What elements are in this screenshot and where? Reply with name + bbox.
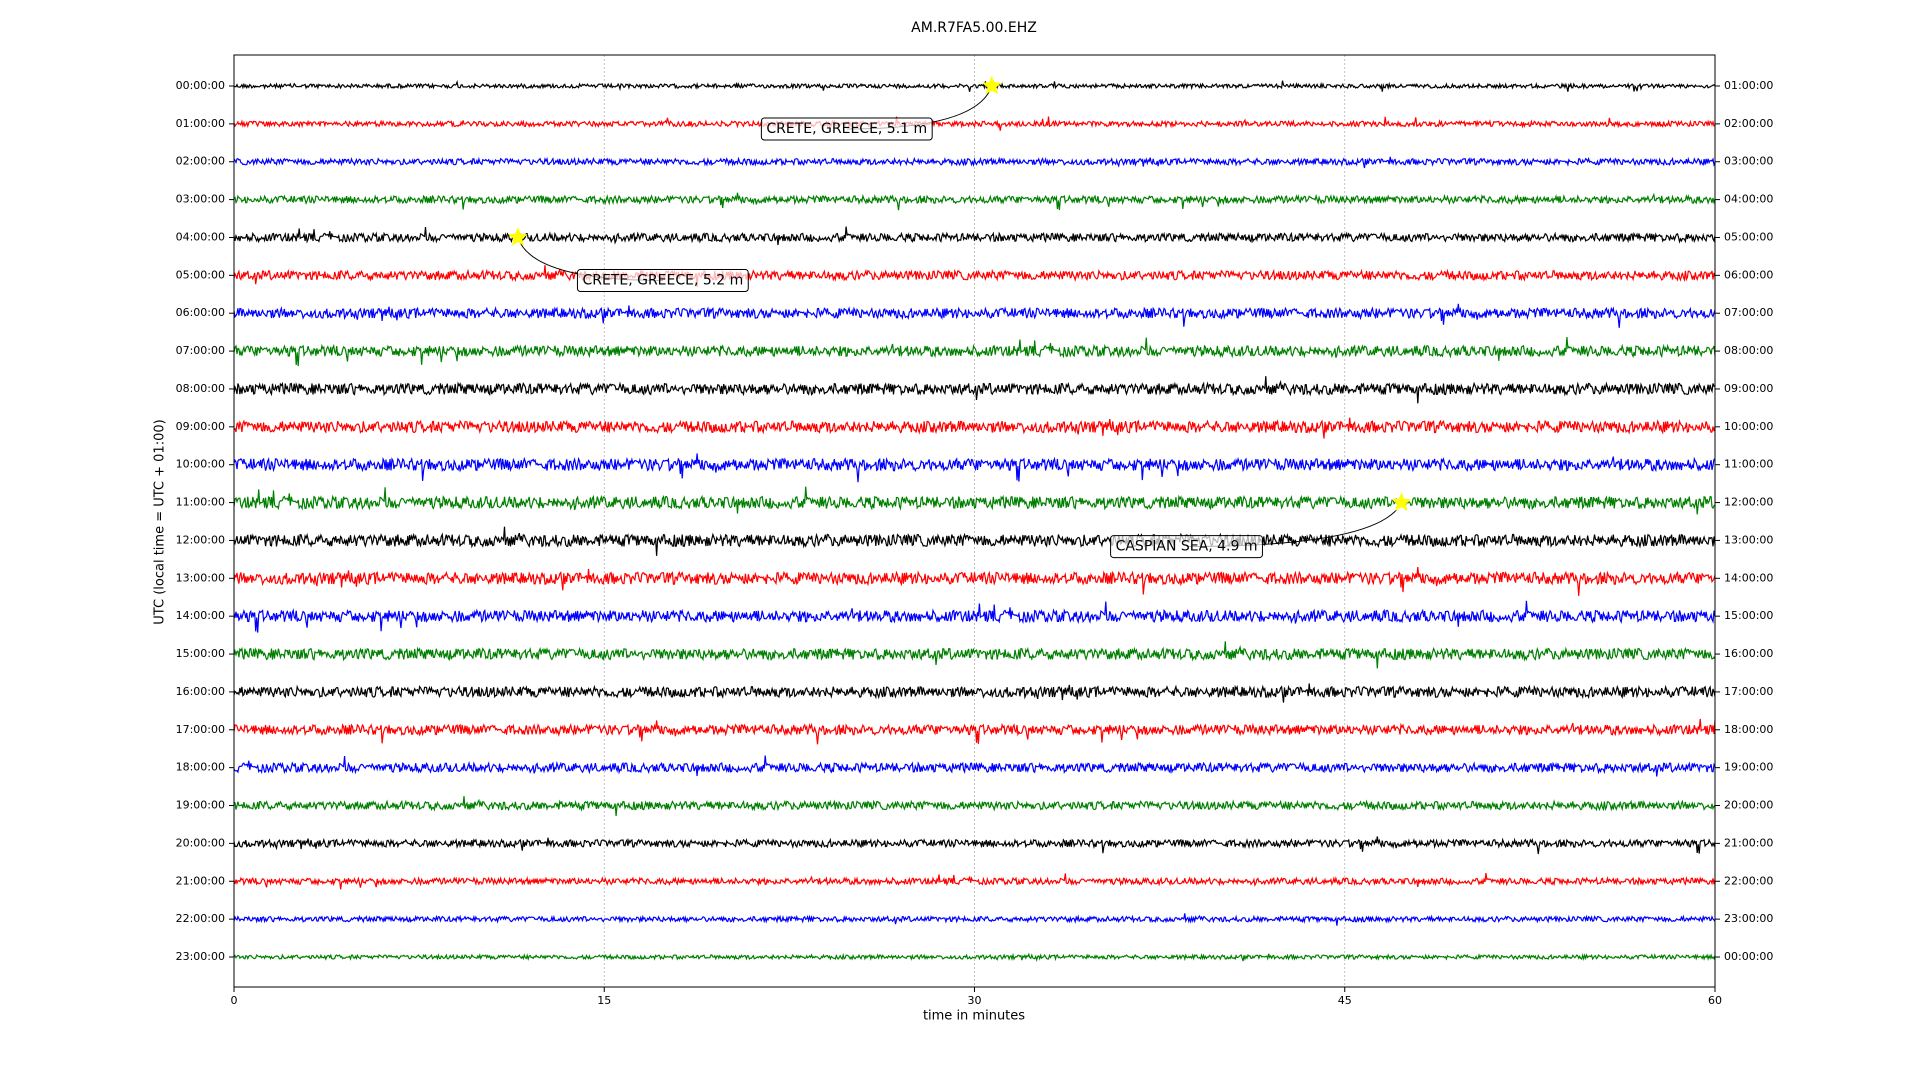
y-tick-label: 00:00:00 [176,79,225,92]
x-tick-label: 60 [1708,994,1722,1007]
trace [233,718,1716,745]
trace [233,755,1716,777]
y-axis-label: UTC (local time = UTC + 01:00) [153,419,168,624]
y2-tick-label: 01:00:00 [1724,79,1773,92]
y-tick-label: 18:00:00 [176,761,225,774]
y2-tick-label: 20:00:00 [1724,799,1773,812]
y-tick-label: 19:00:00 [176,799,225,812]
y-tick-label: 22:00:00 [176,912,225,925]
y2-tick-label: 10:00:00 [1724,420,1773,433]
y-tick-label: 13:00:00 [176,571,225,584]
y2-tick-label: 08:00:00 [1724,344,1773,357]
annotation-label: CASPIAN SEA, 4.9 m [1116,539,1258,555]
y2-tick-label: 17:00:00 [1724,685,1773,698]
y-tick-label: 17:00:00 [176,723,225,736]
y-tick-label: 09:00:00 [176,420,225,433]
trace [233,566,1716,596]
trace [233,873,1716,890]
event-star [981,75,1002,95]
annotation-box [760,117,933,141]
trace [233,453,1716,483]
y-tick-label: 08:00:00 [176,382,225,395]
trace [233,417,1716,439]
y2-tick-label: 12:00:00 [1724,496,1773,509]
y-tick-label: 03:00:00 [176,193,225,206]
y2-tick-label: 23:00:00 [1724,912,1773,925]
x-tick-label: 15 [597,994,611,1007]
plot-frame [233,54,1716,988]
trace [233,337,1716,367]
y2-tick-label: 07:00:00 [1724,306,1773,319]
trace [233,226,1716,246]
y2-tick-label: 19:00:00 [1724,761,1773,774]
annotation-box [1110,535,1263,559]
y2-tick-label: 11:00:00 [1724,458,1773,471]
y2-tick-label: 02:00:00 [1724,117,1773,130]
y2-tick-label: 09:00:00 [1724,382,1773,395]
y-tick-label: 02:00:00 [176,155,225,168]
trace [233,952,1716,963]
y-tick-label: 20:00:00 [176,836,225,849]
x-tick-label: 0 [231,994,238,1007]
trace [233,600,1716,633]
trace [233,303,1716,328]
trace [233,683,1716,703]
annotation-label: CRETE, GREECE, 5.2 m [582,272,743,288]
y-tick-label: 04:00:00 [176,230,225,243]
y2-tick-label: 21:00:00 [1724,836,1773,849]
y-tick-label: 16:00:00 [176,685,225,698]
y-tick-label: 21:00:00 [176,874,225,887]
y2-tick-label: 22:00:00 [1724,874,1773,887]
annotation-label: CRETE, GREECE, 5.1 m [766,121,927,137]
x-tick-label: 30 [968,994,982,1007]
event-star [1391,492,1412,511]
event-star [508,227,528,246]
trace [233,156,1716,169]
annotation: CRETE, GREECE, 5.1 m [760,117,933,141]
trace [233,641,1716,669]
trace [233,836,1716,855]
trace [233,116,1716,131]
annotation-box [576,268,749,292]
y2-tick-label: 03:00:00 [1724,155,1773,168]
y2-tick-label: 16:00:00 [1724,647,1773,660]
y-tick-label: 01:00:00 [176,117,225,130]
y2-tick-label: 05:00:00 [1724,230,1773,243]
trace [233,79,1716,92]
trace [233,913,1716,926]
y2-tick-label: 06:00:00 [1724,268,1773,281]
y-tick-label: 23:00:00 [176,950,225,963]
y-tick-label: 07:00:00 [176,344,225,357]
y-tick-label: 05:00:00 [176,268,225,281]
y-tick-label: 11:00:00 [176,496,225,509]
y2-tick-label: 14:00:00 [1724,571,1773,584]
trace [233,192,1716,211]
trace [233,526,1716,556]
y-tick-label: 06:00:00 [176,306,225,319]
y2-tick-label: 13:00:00 [1724,533,1773,546]
y-tick-label: 15:00:00 [176,647,225,660]
x-tick-label: 45 [1338,994,1352,1007]
y2-tick-label: 18:00:00 [1724,723,1773,736]
annotation: CASPIAN SEA, 4.9 m [1110,535,1263,559]
trace [233,376,1716,404]
y-tick-label: 14:00:00 [176,609,225,622]
trace [233,264,1716,288]
trace [233,486,1716,515]
y2-tick-label: 00:00:00 [1724,950,1773,963]
y2-tick-label: 04:00:00 [1724,193,1773,206]
trace [233,796,1716,817]
chart-title: AM.R7FA5.00.EHZ [911,20,1037,36]
y-tick-label: 12:00:00 [176,533,225,546]
x-axis-label: time in minutes [923,1009,1025,1024]
annotation: CRETE, GREECE, 5.2 m [576,268,749,292]
y-tick-label: 10:00:00 [176,458,225,471]
y2-tick-label: 15:00:00 [1724,609,1773,622]
